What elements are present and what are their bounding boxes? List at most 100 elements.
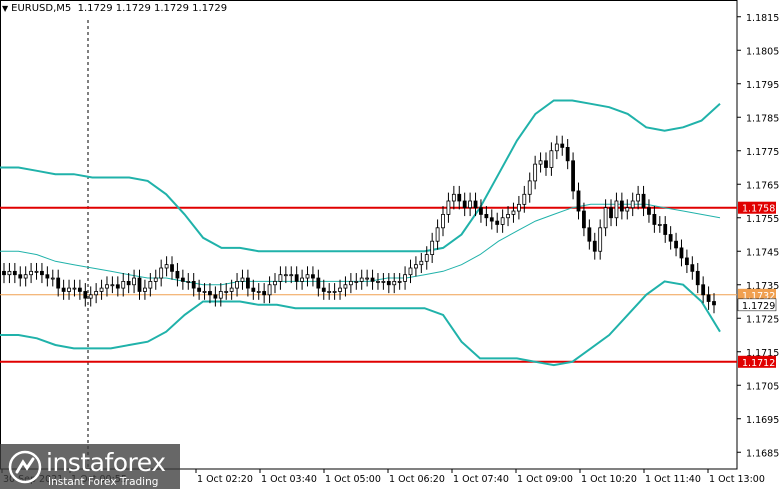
- symbol-label: EURUSD,M5: [11, 3, 72, 14]
- candle-body: [40, 270, 44, 276]
- candle-body: [430, 240, 435, 255]
- y-tick-label: 1.1715: [746, 348, 779, 359]
- candle-body: [446, 200, 451, 215]
- x-tick-label: 1 Oct 06:20: [389, 474, 445, 485]
- candle-body: [685, 257, 689, 266]
- candle-body: [468, 200, 473, 209]
- candle-body: [305, 274, 310, 279]
- candle-body: [251, 287, 256, 292]
- x-tick-label: 1 Oct 07:40: [453, 474, 509, 485]
- candle-body: [332, 291, 337, 293]
- y-tick-label: 1.1725: [746, 314, 779, 325]
- candle-body: [636, 193, 641, 202]
- candle-body: [164, 264, 169, 269]
- candle-body: [614, 200, 619, 219]
- candle-body: [7, 270, 12, 276]
- candle-body: [652, 213, 657, 225]
- candle-body: [397, 280, 402, 283]
- candle-body: [273, 280, 277, 286]
- candle-body: [311, 274, 315, 279]
- candle-body: [619, 200, 624, 212]
- candle-body: [218, 291, 223, 299]
- candle-body: [549, 150, 554, 168]
- candle-body: [34, 270, 39, 273]
- candle-body: [695, 270, 700, 286]
- candle-body: [148, 280, 153, 289]
- candle-body: [283, 274, 288, 277]
- candle-body: [338, 287, 342, 292]
- candle-body: [506, 213, 510, 219]
- plot-area: [0, 0, 738, 470]
- candle-body: [294, 274, 299, 282]
- candle-body: [527, 180, 532, 195]
- candle-body: [45, 274, 50, 279]
- candle-body: [256, 291, 261, 293]
- candle-body: [67, 287, 71, 292]
- candle-body: [690, 264, 695, 272]
- candle-body: [12, 270, 17, 276]
- candle-body: [647, 207, 651, 215]
- candle-body: [175, 270, 180, 279]
- candle-body: [208, 291, 212, 296]
- candle-body: [365, 277, 370, 280]
- candle-body: [603, 207, 608, 229]
- instaforex-logo: instaforex Instant Forex Trading: [0, 444, 180, 489]
- y-tick-label: 1.1775: [746, 147, 779, 158]
- candle-body: [630, 200, 635, 209]
- candle-body: [641, 193, 646, 209]
- candle-body: [408, 267, 413, 276]
- candle-body: [99, 287, 104, 292]
- candle-body: [419, 260, 424, 266]
- candle-body: [598, 227, 603, 252]
- candle-body: [516, 203, 521, 212]
- x-tick-label: 1 Oct 10:20: [581, 474, 637, 485]
- candle-body: [473, 200, 478, 209]
- candle-body: [170, 264, 174, 272]
- candle-body: [381, 280, 386, 283]
- candle-body: [533, 163, 538, 182]
- x-tick-label: 1 Oct 03:40: [261, 474, 317, 485]
- candle-body: [115, 284, 120, 289]
- candle-body: [489, 217, 494, 222]
- candle-body: [267, 284, 272, 296]
- candle-body: [18, 274, 23, 279]
- candle-body: [132, 277, 136, 286]
- candle-body: [143, 287, 147, 292]
- y-tick-label: 1.1755: [746, 214, 779, 225]
- current-price-tag: [737, 298, 777, 312]
- candle-body: [23, 274, 28, 279]
- candle-body: [376, 280, 380, 283]
- bollinger-upper: [0, 99, 721, 253]
- candle-body: [197, 287, 202, 292]
- price-level-tag: [738, 288, 776, 301]
- dropdown-triangle-icon[interactable]: ▼: [2, 4, 9, 13]
- candle-body: [137, 277, 142, 292]
- y-tick-label: 1.1735: [746, 281, 779, 292]
- candle-body: [321, 287, 326, 292]
- y-tick-label: 1.1815: [746, 13, 779, 24]
- candle-body: [29, 270, 33, 276]
- candle-body: [262, 291, 267, 296]
- candle-body: [663, 224, 668, 235]
- bollinger-lower: [0, 280, 721, 367]
- candle-body: [72, 287, 77, 290]
- candle-body: [316, 277, 321, 289]
- candle-body: [343, 284, 348, 289]
- candle-body: [50, 277, 55, 280]
- candle-body: [278, 274, 283, 282]
- y-tick-label: 1.1785: [746, 113, 779, 124]
- candle-body: [191, 280, 196, 289]
- candle-body: [77, 287, 82, 292]
- brand-name: instaforex: [46, 448, 166, 477]
- y-tick-label: 1.1685: [746, 448, 779, 459]
- candle-body: [121, 280, 126, 289]
- candle-body: [229, 287, 234, 292]
- candle-body: [370, 277, 375, 282]
- candle-body: [153, 277, 158, 282]
- candle-body: [462, 200, 467, 209]
- candle-body: [2, 270, 6, 276]
- candle-body: [126, 280, 131, 286]
- candle-body: [657, 224, 662, 226]
